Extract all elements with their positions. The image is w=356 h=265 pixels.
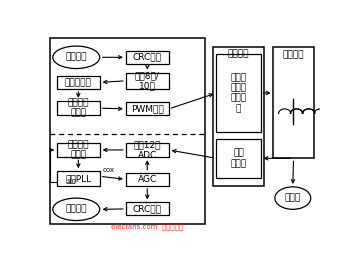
Text: 接收信息: 接收信息 <box>66 205 87 214</box>
Text: 发送缓冲区: 发送缓冲区 <box>65 78 92 87</box>
Ellipse shape <box>275 187 311 209</box>
Text: AGC: AGC <box>138 175 157 184</box>
Text: 发送信息: 发送信息 <box>66 53 87 62</box>
Text: 编碁8位/
10位: 编碁8位/ 10位 <box>135 71 160 90</box>
Text: 采样移位
寄存器: 采样移位 寄存器 <box>68 140 89 160</box>
Bar <box>216 139 261 178</box>
Text: elecfans.com  电子发烧友: elecfans.com 电子发烧友 <box>110 223 183 230</box>
Bar <box>126 102 169 116</box>
Bar <box>126 51 169 64</box>
Bar <box>126 143 169 157</box>
Text: CRC计算: CRC计算 <box>133 53 162 62</box>
Bar <box>126 73 169 89</box>
Ellipse shape <box>53 46 100 69</box>
Bar <box>57 143 100 157</box>
Text: cox: cox <box>103 167 114 173</box>
Bar <box>57 171 100 186</box>
Bar <box>273 47 314 158</box>
Bar <box>126 173 169 186</box>
Text: 发送移位
寄存器: 发送移位 寄存器 <box>68 98 89 118</box>
Bar <box>216 54 261 132</box>
Text: 内郥12位
ADC: 内郥12位 ADC <box>134 140 161 160</box>
Text: sin: sin <box>67 178 77 184</box>
Bar <box>213 47 264 186</box>
Bar <box>57 76 100 89</box>
Text: CRC校验: CRC校验 <box>133 204 162 213</box>
Text: 耦合网络: 耦合网络 <box>283 51 304 60</box>
Text: 模拟处理: 模拟处理 <box>227 50 249 59</box>
Text: 数字PLL: 数字PLL <box>65 174 91 183</box>
Ellipse shape <box>53 198 100 220</box>
Bar <box>57 101 100 116</box>
Bar <box>126 202 169 215</box>
Text: 电力线: 电力线 <box>285 194 301 203</box>
Bar <box>50 38 205 224</box>
Text: 低通滤
波器、
线驱动
器: 低通滤 波器、 线驱动 器 <box>230 73 246 113</box>
Text: 带通
滤波器: 带通 滤波器 <box>230 149 246 168</box>
Text: PWM控制: PWM控制 <box>131 104 164 113</box>
